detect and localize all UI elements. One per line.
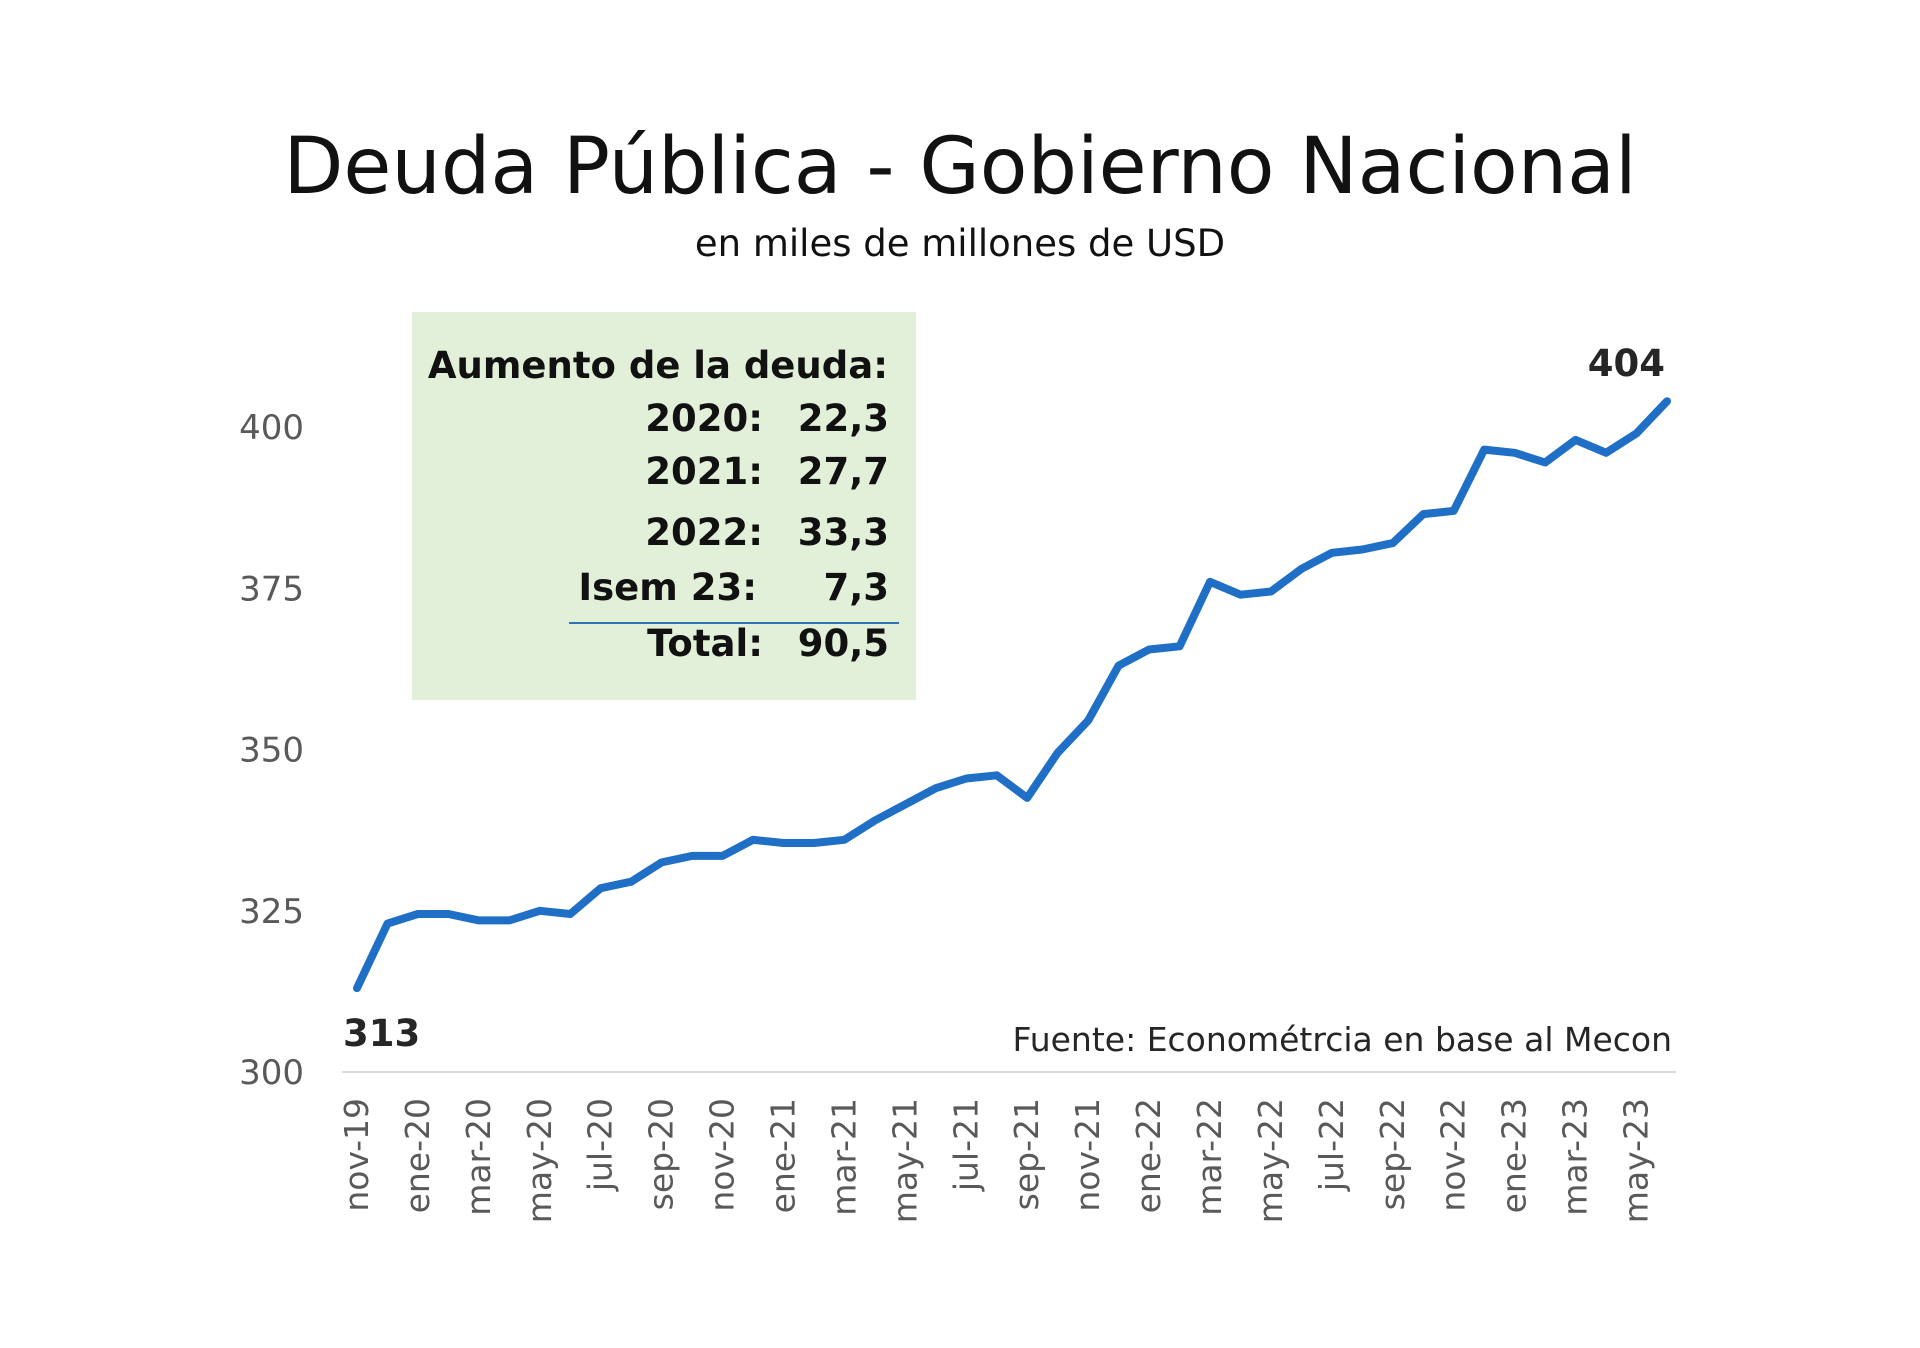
x-tick-label: may-20 xyxy=(520,1098,559,1223)
x-tick-label: nov-21 xyxy=(1068,1098,1107,1212)
summary-row-label: Isem 23: xyxy=(578,566,757,609)
x-tick-label: may-23 xyxy=(1617,1098,1656,1223)
series-line-deuda xyxy=(353,397,1671,993)
data-label-last: 404 xyxy=(1588,342,1665,385)
x-tick-label: mar-20 xyxy=(459,1098,498,1216)
x-tick-label: nov-22 xyxy=(1434,1098,1473,1212)
summary-heading: Aumento de la deuda: xyxy=(427,344,888,387)
x-tick-label: jul-21 xyxy=(946,1098,985,1192)
x-tick-label: mar-22 xyxy=(1190,1098,1229,1216)
x-axis: nov-19 ene-20 mar-20 may-20 jul-20 sep-20 nov-… xyxy=(337,1098,1656,1223)
x-tick-label: mar-21 xyxy=(824,1098,863,1216)
summary-row-label: 2021: xyxy=(645,450,763,493)
summary-row-value: 27,7 xyxy=(797,450,889,493)
x-tick-label: jul-20 xyxy=(581,1098,620,1192)
x-tick-label: ene-22 xyxy=(1129,1098,1168,1213)
x-tick-label: ene-20 xyxy=(398,1098,437,1213)
y-tick-label: 375 xyxy=(239,569,304,609)
x-tick-label: may-21 xyxy=(885,1098,924,1223)
source-note: Fuente: Econométrcia en base al Mecon xyxy=(1013,1020,1672,1059)
chart-subtitle: en miles de millones de USD xyxy=(694,222,1226,265)
summary-row-label: Total: xyxy=(647,622,763,665)
x-tick-label: nov-20 xyxy=(703,1098,742,1212)
data-label-first: 313 xyxy=(343,1012,420,1055)
y-axis: 300 325 350 375 400 xyxy=(239,408,304,1093)
y-tick-label: 325 xyxy=(239,892,304,932)
x-tick-label: jul-22 xyxy=(1312,1098,1351,1192)
summary-row-value: 33,3 xyxy=(797,511,889,554)
x-tick-label: mar-23 xyxy=(1556,1098,1595,1216)
summary-row-value: 7,3 xyxy=(823,566,889,609)
x-tick-label: sep-21 xyxy=(1007,1098,1046,1210)
x-tick-label: sep-20 xyxy=(642,1098,681,1210)
x-tick-label: sep-22 xyxy=(1373,1098,1412,1210)
x-tick-label: ene-21 xyxy=(764,1098,803,1213)
chart-title: Deuda Pública - Gobierno Nacional xyxy=(283,122,1637,212)
y-tick-label: 300 xyxy=(239,1053,304,1093)
y-tick-label: 400 xyxy=(239,408,304,448)
summary-row-value: 90,5 xyxy=(797,622,889,665)
y-tick-label: 350 xyxy=(239,731,304,771)
summary-row-label: 2020: xyxy=(645,397,763,440)
x-tick-label: may-22 xyxy=(1251,1098,1290,1223)
summary-row-value: 22,3 xyxy=(797,397,889,440)
x-tick-label: nov-19 xyxy=(337,1098,376,1212)
x-tick-label: ene-23 xyxy=(1495,1098,1534,1213)
summary-box: Aumento de la deuda: 2020: 22,3 2021: 27,7 2… xyxy=(412,312,916,700)
summary-total-rule xyxy=(569,622,899,624)
summary-row-label: 2022: xyxy=(645,511,763,554)
